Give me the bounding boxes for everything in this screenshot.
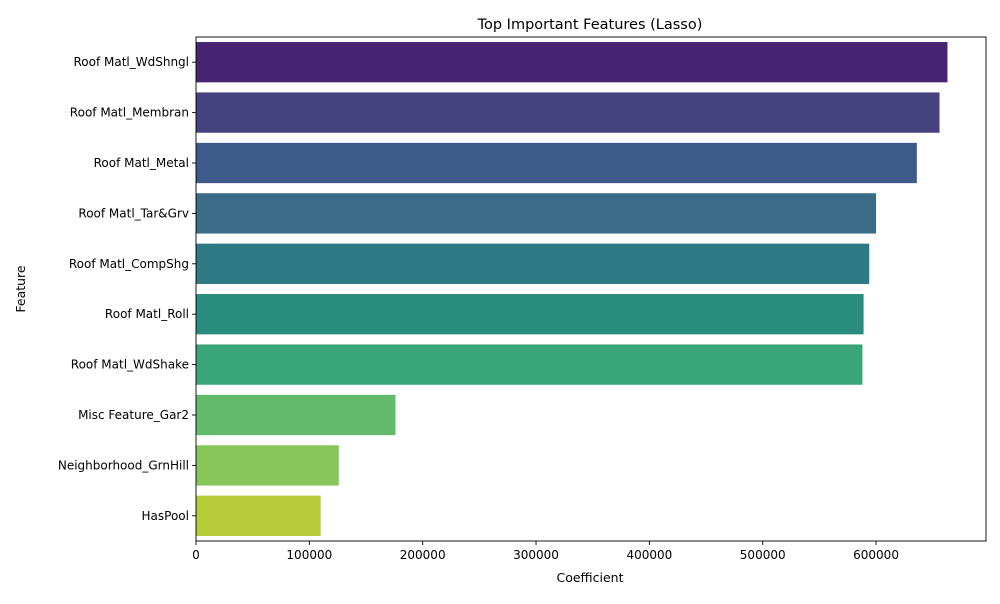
bar bbox=[196, 445, 339, 486]
bar bbox=[196, 344, 863, 385]
x-axis-ticks: 0 100000 200000 300000 400000 500000 600000 bbox=[192, 541, 899, 562]
x-tick-label: 100000 bbox=[286, 548, 332, 562]
y-tick-labels: Roof Matl_WdShngl Roof Matl_Membran Roof M… bbox=[58, 55, 196, 523]
y-tick-label: Roof Matl_WdShake bbox=[71, 358, 189, 372]
chart-title: Top Important Features (Lasso) bbox=[477, 17, 703, 33]
y-axis-label: Feature bbox=[13, 265, 28, 313]
y-tick-label: Roof Matl_Roll bbox=[105, 307, 189, 321]
y-tick-label: Neighborhood_GrnHill bbox=[58, 458, 189, 472]
x-tick-label: 400000 bbox=[626, 548, 672, 562]
bar bbox=[196, 92, 940, 133]
y-tick-label: HasPool bbox=[142, 509, 189, 523]
bar bbox=[196, 193, 877, 234]
x-tick-label: 500000 bbox=[740, 548, 786, 562]
bar bbox=[196, 42, 948, 83]
y-tick-label: Roof Matl_Membran bbox=[70, 106, 189, 120]
x-tick-label: 600000 bbox=[853, 548, 899, 562]
bar bbox=[196, 394, 396, 436]
bars-layer bbox=[196, 42, 948, 536]
x-axis-label: Coefficient bbox=[556, 570, 623, 585]
bar bbox=[196, 243, 870, 284]
bar bbox=[196, 294, 864, 335]
plot-frame bbox=[195, 36, 987, 542]
x-tick-label: 0 bbox=[192, 548, 200, 562]
y-tick-label: Roof Matl_WdShngl bbox=[73, 55, 189, 69]
x-tick-label: 200000 bbox=[400, 548, 446, 562]
y-tick-label: Misc Feature_Gar2 bbox=[78, 408, 189, 422]
bar bbox=[196, 495, 321, 536]
y-tick-label: Roof Matl_Tar&Grv bbox=[78, 206, 189, 220]
y-tick-label: Roof Matl_Metal bbox=[94, 156, 189, 170]
x-tick-label: 300000 bbox=[513, 548, 559, 562]
bar bbox=[196, 142, 917, 184]
y-tick-label: Roof Matl_CompShg bbox=[69, 257, 189, 271]
